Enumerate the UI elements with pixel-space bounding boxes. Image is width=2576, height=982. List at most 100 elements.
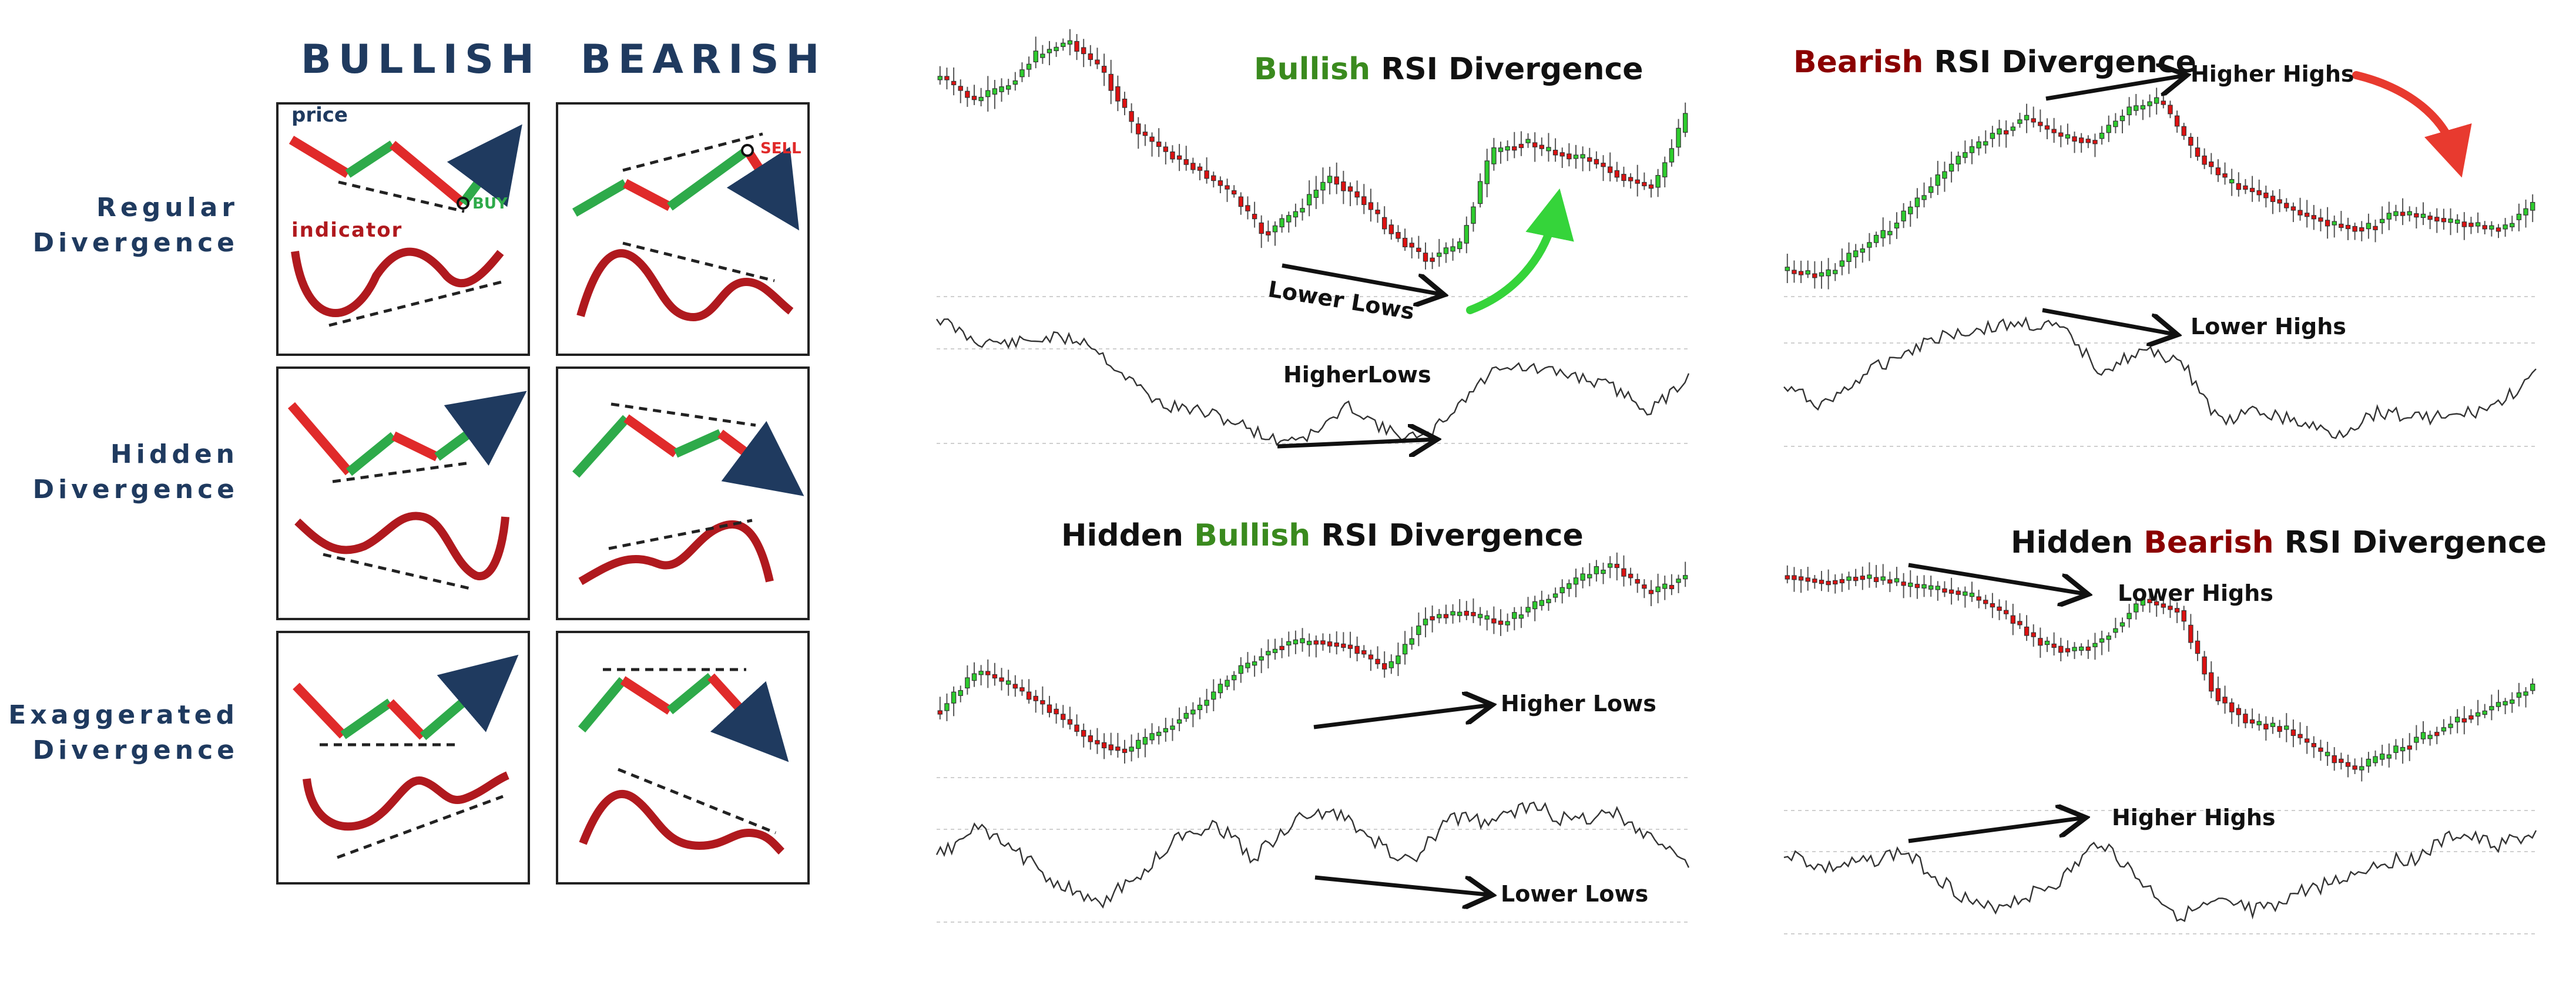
candle-body — [1880, 576, 1886, 581]
exaggerated-bearish-sketch — [578, 668, 789, 855]
candle-body — [985, 90, 991, 97]
candle-body — [2119, 622, 2125, 627]
candle-body — [985, 671, 991, 675]
candle-body — [1026, 63, 1032, 70]
row-label-exaggerated-line1: Exaggerated — [8, 700, 239, 730]
candle-body — [2038, 122, 2043, 126]
candle-body — [2249, 719, 2255, 724]
candle-body — [2523, 691, 2528, 696]
candle-body — [1388, 224, 1394, 234]
candle-body — [1552, 593, 1558, 598]
candle-body — [1655, 175, 1661, 188]
arrow-lower-lows-price — [1282, 263, 1444, 295]
candle-body — [1491, 147, 1497, 164]
candle-body — [2134, 105, 2139, 111]
candle-body — [1785, 267, 1790, 271]
candle-body — [2332, 755, 2337, 764]
candle-body — [1054, 46, 1059, 51]
candle-body — [1963, 152, 1968, 158]
candle-body — [2119, 116, 2125, 122]
candle-body — [2243, 185, 2248, 190]
panel-hidden-bearish — [556, 366, 810, 620]
candle-body — [1546, 147, 1551, 152]
candle-body — [1819, 272, 1824, 277]
candle-body — [2044, 125, 2050, 130]
candle-body — [1300, 208, 1305, 213]
candle-body — [1156, 731, 1162, 736]
candle-body — [2434, 732, 2440, 736]
candle-body — [2256, 190, 2262, 196]
candle-body — [2154, 601, 2159, 606]
candle-body — [1245, 205, 1250, 211]
candle-body — [1245, 662, 1250, 668]
sell-label: SELL — [760, 140, 801, 157]
candle-body — [2031, 632, 2036, 637]
candle-body — [1908, 206, 1913, 214]
candle-body — [1826, 581, 1831, 586]
candle-body — [1361, 650, 1367, 655]
candle-body — [1293, 639, 1299, 645]
arrow-higher-lows-rsi — [1277, 439, 1437, 446]
candle-body — [1628, 177, 1634, 181]
bullish-rsi-price-candles — [937, 29, 1688, 270]
candle-body — [1785, 575, 1790, 580]
arrow-lower-lows-rsi — [1314, 875, 1492, 895]
candle-body — [1176, 155, 1182, 160]
candle-body — [2024, 626, 2030, 636]
candle-body — [2359, 227, 2364, 232]
candle-body — [2489, 225, 2494, 230]
candle-body — [1805, 577, 1810, 582]
candle-body — [1948, 163, 1954, 172]
candle-body — [1976, 141, 1981, 149]
candle-body — [1669, 584, 1675, 590]
candle-body — [1983, 141, 1988, 146]
candle-body — [2078, 646, 2084, 651]
candle-body — [2407, 745, 2412, 750]
candle-body — [1183, 712, 1189, 719]
candle-body — [1839, 579, 1845, 584]
candle-body — [1026, 691, 1032, 700]
candle-body — [1846, 253, 1852, 263]
candle-body — [1334, 642, 1339, 647]
candle-body — [1423, 253, 1428, 262]
candle-body — [2140, 598, 2146, 606]
candle-body — [1231, 675, 1237, 681]
candle-body — [1635, 579, 1640, 584]
candle-body — [2113, 120, 2118, 127]
candle-body — [1115, 86, 1121, 102]
candle-body — [1601, 569, 1606, 574]
candle-body — [1409, 638, 1414, 645]
candle-body — [1594, 566, 1599, 574]
candle-body — [1327, 176, 1333, 183]
candle-body — [1942, 171, 1947, 179]
candle-body — [1396, 655, 1401, 664]
candle-body — [2229, 702, 2235, 712]
candle-body — [1437, 253, 1442, 257]
candle-body — [1088, 53, 1094, 60]
candle-body — [1170, 151, 1175, 160]
candle-body — [1095, 59, 1100, 65]
panel-regular-bullish — [276, 102, 530, 356]
candle-body — [1286, 641, 1292, 645]
candle-body — [2461, 718, 2467, 723]
candle-body — [2202, 155, 2207, 165]
candle-body — [2318, 217, 2323, 222]
candle-body — [1381, 663, 1387, 670]
candle-body — [1402, 237, 1408, 247]
candle-body — [2126, 613, 2132, 620]
candle-body — [1211, 691, 1216, 700]
candle-body — [1012, 80, 1018, 85]
candle-body — [1948, 589, 1954, 594]
candle-body — [2318, 747, 2323, 752]
candle-body — [1901, 581, 1906, 586]
candle-body — [1532, 601, 1538, 610]
candle-body — [2161, 100, 2166, 105]
candle-body — [1573, 154, 1579, 159]
candle-body — [1512, 146, 1517, 151]
arrow-higher-highs-rsi — [1908, 818, 2086, 843]
note-higher-lows-rsi: HigherLows — [1283, 362, 1431, 388]
candle-body — [992, 88, 998, 95]
note-higher-highs-rsi: Higher Highs — [2112, 805, 2276, 830]
candle-body — [2373, 226, 2378, 230]
